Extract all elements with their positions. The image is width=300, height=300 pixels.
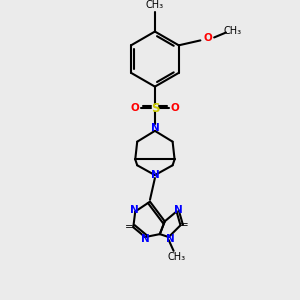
Text: N: N xyxy=(141,234,149,244)
Text: S: S xyxy=(151,102,159,115)
Text: N: N xyxy=(151,170,159,180)
Text: O: O xyxy=(131,103,140,113)
Text: CH₃: CH₃ xyxy=(167,252,186,262)
Text: O: O xyxy=(170,103,179,113)
Text: N: N xyxy=(166,234,175,244)
Text: =: = xyxy=(180,220,189,230)
Text: N: N xyxy=(130,205,139,214)
Text: N: N xyxy=(151,123,159,133)
Text: =: = xyxy=(125,222,134,232)
Text: N: N xyxy=(174,205,183,214)
Text: CH₃: CH₃ xyxy=(224,26,242,36)
Text: O: O xyxy=(204,33,213,43)
Text: CH₃: CH₃ xyxy=(146,0,164,10)
